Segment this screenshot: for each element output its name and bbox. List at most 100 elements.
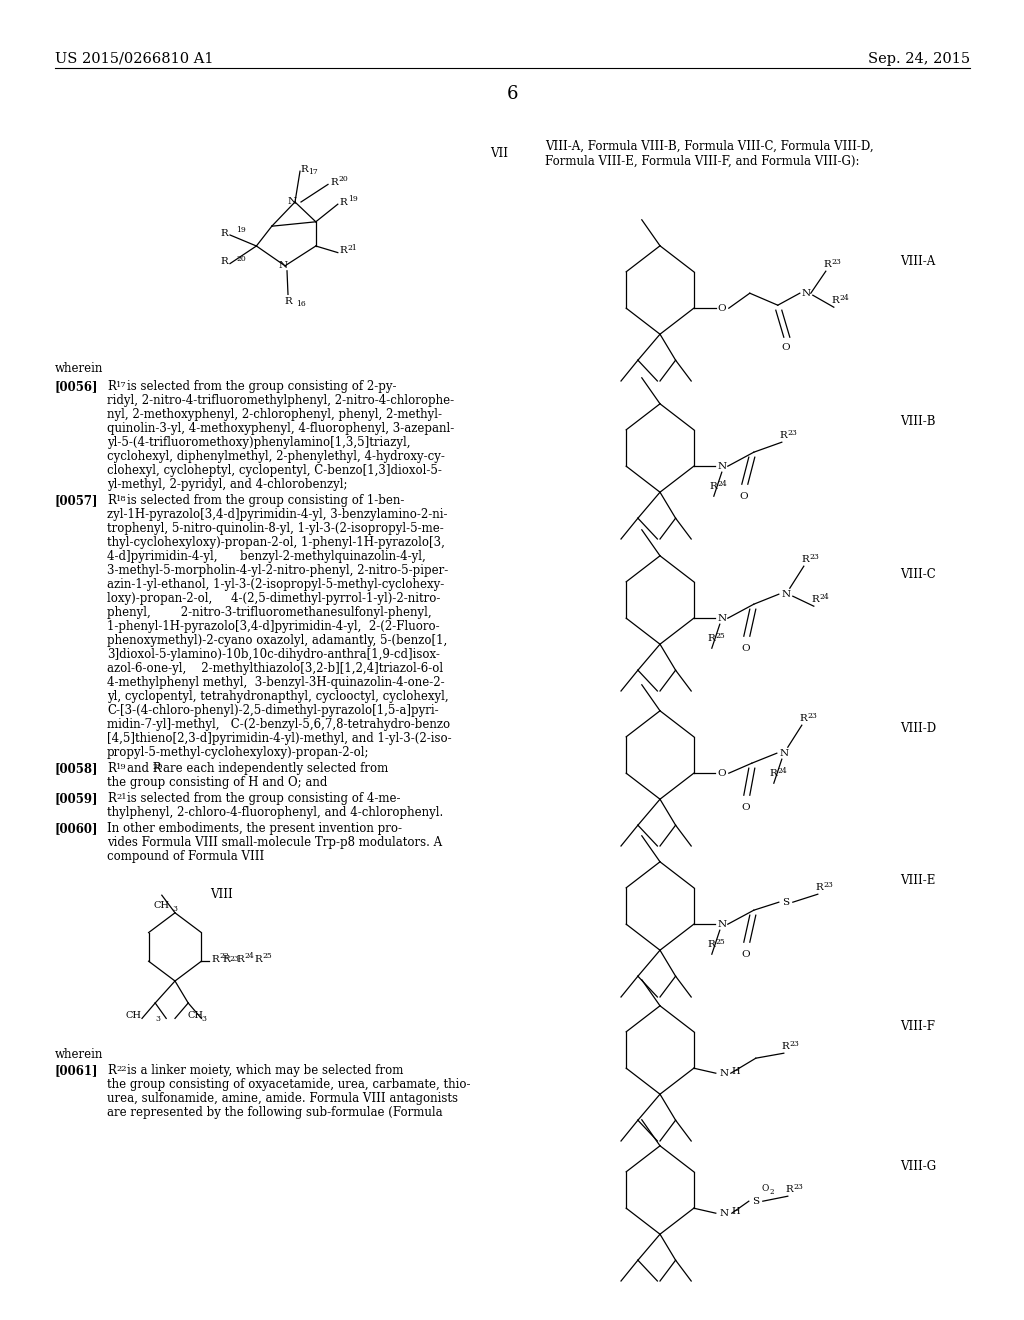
Text: R: R [254, 954, 262, 964]
Text: 19: 19 [116, 763, 127, 771]
Text: [0056]: [0056] [55, 380, 98, 393]
Text: VIII-E: VIII-E [900, 874, 935, 887]
Text: O: O [739, 492, 749, 500]
Text: R: R [237, 954, 244, 964]
Text: is selected from the group consisting of 2-py-: is selected from the group consisting of… [127, 380, 396, 393]
Text: 17: 17 [116, 381, 127, 389]
Text: C-[3-(4-chloro-phenyl)-2,5-dimethyl-pyrazolo[1,5-a]pyri-: C-[3-(4-chloro-phenyl)-2,5-dimethyl-pyra… [106, 704, 438, 717]
Text: N: N [719, 1069, 728, 1077]
Text: 29: 29 [152, 763, 163, 771]
Text: thylphenyl, 2-chloro-4-fluorophenyl, and 4-chlorophenyl.: thylphenyl, 2-chloro-4-fluorophenyl, and… [106, 807, 443, 818]
Text: R: R [106, 762, 116, 775]
Text: azin-1-yl-ethanol, 1-yl-3-(2-isopropyl-5-methyl-cyclohexy-: azin-1-yl-ethanol, 1-yl-3-(2-isopropyl-5… [106, 578, 444, 591]
Text: R: R [284, 297, 292, 306]
Text: R: R [816, 883, 823, 892]
Text: 4-methylphenyl methyl,  3-benzyl-3H-quinazolin-4-one-2-: 4-methylphenyl methyl, 3-benzyl-3H-quina… [106, 676, 444, 689]
Text: VII: VII [490, 147, 508, 160]
Text: 3-methyl-5-morpholin-4-yl-2-nitro-phenyl, 2-nitro-5-piper-: 3-methyl-5-morpholin-4-yl-2-nitro-phenyl… [106, 564, 449, 577]
Text: 3]dioxol-5-ylamino)-10b,10c-dihydro-anthra[1,9-cd]isox-: 3]dioxol-5-ylamino)-10b,10c-dihydro-anth… [106, 648, 440, 661]
Text: R: R [340, 198, 347, 207]
Text: R: R [781, 1043, 790, 1051]
Text: H: H [732, 1206, 740, 1216]
Text: VIII-B: VIII-B [900, 414, 936, 428]
Text: N: N [288, 198, 297, 206]
Text: [4,5]thieno[2,3-d]pyrimidin-4-yl)-methyl, and 1-yl-3-(2-iso-: [4,5]thieno[2,3-d]pyrimidin-4-yl)-methyl… [106, 733, 452, 744]
Text: R: R [106, 1064, 116, 1077]
Text: vides Formula VIII small-molecule Trp-p8 modulators. A: vides Formula VIII small-molecule Trp-p8… [106, 836, 442, 849]
Text: 23: 23 [790, 1040, 800, 1048]
Text: and R: and R [127, 762, 162, 775]
Text: 18: 18 [116, 495, 127, 503]
Text: urea, sulfonamide, amine, amide. Formula VIII antagonists: urea, sulfonamide, amine, amide. Formula… [106, 1093, 458, 1105]
Text: US 2015/0266810 A1: US 2015/0266810 A1 [55, 51, 213, 66]
Text: R: R [710, 482, 718, 491]
Text: R: R [708, 940, 716, 949]
Text: 22: 22 [219, 952, 229, 960]
Text: R: R [106, 494, 116, 507]
Text: [0060]: [0060] [55, 822, 98, 836]
Text: 3: 3 [172, 906, 177, 913]
Text: 24: 24 [778, 767, 787, 775]
Text: thyl-cyclohexyloxy)-propan-2-ol, 1-phenyl-1H-pyrazolo[3,: thyl-cyclohexyloxy)-propan-2-ol, 1-pheny… [106, 536, 444, 549]
Text: [0061]: [0061] [55, 1064, 98, 1077]
Text: 24: 24 [840, 294, 850, 302]
Text: N: N [719, 1209, 728, 1217]
Text: yl, cyclopentyl, tetrahydronapthyl, cyclooctyl, cyclohexyl,: yl, cyclopentyl, tetrahydronapthyl, cycl… [106, 690, 449, 704]
Text: R: R [300, 165, 308, 174]
Text: N: N [717, 920, 726, 929]
Text: VIII-C: VIII-C [900, 568, 936, 581]
Text: R: R [106, 792, 116, 805]
Text: N: N [717, 614, 726, 623]
Text: S: S [782, 898, 790, 907]
Text: N: N [801, 289, 810, 298]
Text: is selected from the group consisting of 4-me-: is selected from the group consisting of… [127, 792, 400, 805]
Text: [0059]: [0059] [55, 792, 98, 805]
Text: 6: 6 [506, 84, 518, 103]
Text: VIII-F: VIII-F [900, 1020, 935, 1034]
Text: 3: 3 [201, 1015, 206, 1023]
Text: 24: 24 [718, 480, 727, 488]
Text: the group consisting of H and O; and: the group consisting of H and O; and [106, 776, 328, 789]
Text: 2: 2 [770, 1188, 774, 1196]
Text: VIII-A, Formula VIII-B, Formula VIII-C, Formula VIII-D,: VIII-A, Formula VIII-B, Formula VIII-C, … [545, 140, 873, 153]
Text: is selected from the group consisting of 1-ben-: is selected from the group consisting of… [127, 494, 404, 507]
Text: nyl, 2-methoxyphenyl, 2-chlorophenyl, phenyl, 2-methyl-: nyl, 2-methoxyphenyl, 2-chlorophenyl, ph… [106, 408, 442, 421]
Text: 20: 20 [236, 255, 246, 263]
Text: midin-7-yl]-methyl,   C-(2-benzyl-5,6,7,8-tetrahydro-benzo: midin-7-yl]-methyl, C-(2-benzyl-5,6,7,8-… [106, 718, 451, 731]
Text: VIII-D: VIII-D [900, 722, 936, 735]
Text: 19: 19 [236, 226, 246, 234]
Text: R: R [812, 595, 819, 605]
Text: 24: 24 [245, 952, 254, 960]
Text: R: R [330, 178, 338, 187]
Text: quinolin-3-yl, 4-methoxyphenyl, 4-fluorophenyl, 3-azepanl-: quinolin-3-yl, 4-methoxyphenyl, 4-fluoro… [106, 422, 455, 436]
Text: 25: 25 [716, 632, 726, 640]
Text: R: R [802, 556, 810, 564]
Text: 23: 23 [808, 713, 818, 721]
Text: 20: 20 [338, 176, 348, 183]
Text: O: O [741, 949, 751, 958]
Text: Sep. 24, 2015: Sep. 24, 2015 [868, 51, 970, 66]
Text: ridyl, 2-nitro-4-trifluoromethylphenyl, 2-nitro-4-chlorophe-: ridyl, 2-nitro-4-trifluoromethylphenyl, … [106, 393, 454, 407]
Text: R: R [222, 954, 230, 964]
Text: R: R [211, 954, 219, 964]
Text: R: R [823, 260, 831, 269]
Text: VIII-G: VIII-G [900, 1160, 936, 1173]
Text: [0058]: [0058] [55, 762, 98, 775]
Text: O: O [781, 343, 791, 351]
Text: 21: 21 [116, 793, 127, 801]
Text: 23: 23 [787, 429, 798, 437]
Text: R: R [220, 228, 228, 238]
Text: azol-6-one-yl,    2-methylthiazolo[3,2-b][1,2,4]triazol-6-ol: azol-6-one-yl, 2-methylthiazolo[3,2-b][1… [106, 663, 443, 675]
Text: O: O [762, 1184, 769, 1193]
Text: loxy)-propan-2-ol,     4-(2,5-dimethyl-pyrrol-1-yl)-2-nitro-: loxy)-propan-2-ol, 4-(2,5-dimethyl-pyrro… [106, 591, 440, 605]
Text: 24: 24 [820, 593, 829, 601]
Text: H: H [732, 1067, 740, 1076]
Text: [0057]: [0057] [55, 494, 98, 507]
Text: phenyl,        2-nitro-3-trifluoromethanesulfonyl-phenyl,: phenyl, 2-nitro-3-trifluoromethanesulfon… [106, 606, 432, 619]
Text: R: R [831, 296, 840, 305]
Text: CH: CH [125, 1011, 141, 1020]
Text: R: R [770, 770, 777, 779]
Text: R: R [220, 257, 228, 267]
Text: R: R [800, 714, 808, 723]
Text: 21: 21 [348, 244, 357, 252]
